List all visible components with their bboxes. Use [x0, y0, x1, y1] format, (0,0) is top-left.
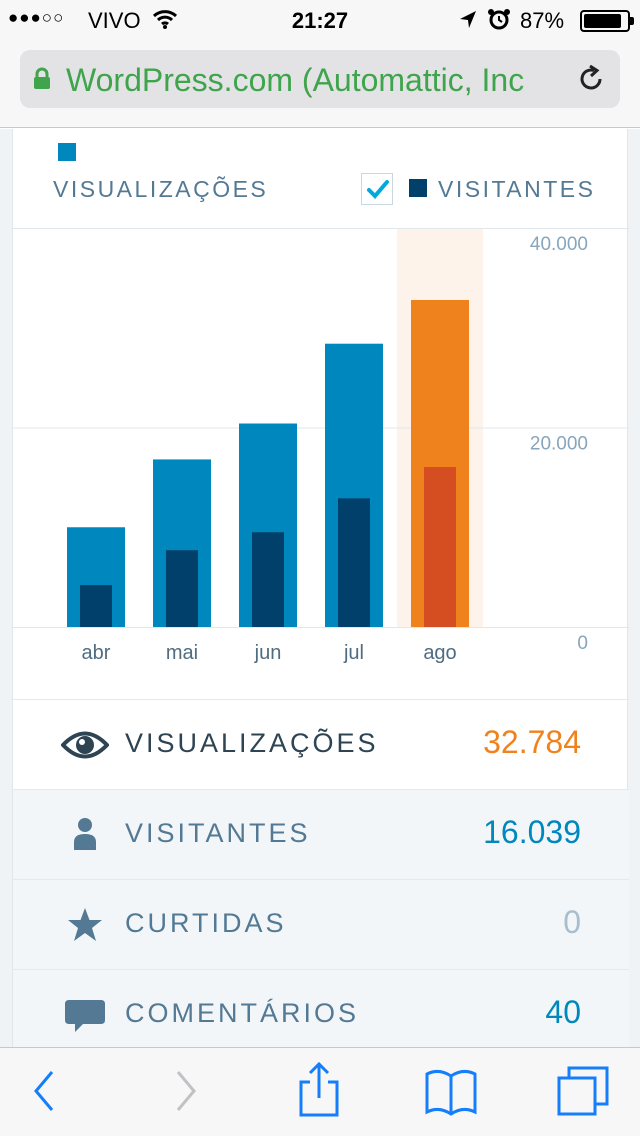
battery-icon [580, 10, 634, 32]
clock-time: 21:27 [291, 8, 349, 33]
stat-row-comments[interactable]: COMENTÁRIOS 40 [13, 969, 629, 1059]
battery-nub [630, 17, 634, 25]
bar-visitors-mai [166, 550, 198, 627]
location-arrow-icon [458, 9, 478, 37]
battery-level-fill [584, 14, 621, 28]
stat-label: CURTIDAS [125, 908, 287, 938]
x-tick-label: abr [82, 642, 111, 664]
stat-row-views[interactable]: VISUALIZAÇÕES 32.784 [13, 699, 629, 789]
bar-chart: abr mai jun jul ago 40.000 20.000 0 [13, 228, 629, 688]
stat-value: 0 [563, 904, 581, 940]
person-icon [61, 812, 109, 858]
bookmarks-icon[interactable] [424, 1068, 478, 1121]
x-tick-label: jun [254, 642, 282, 664]
url-fade [516, 50, 576, 108]
tabs-icon[interactable] [556, 1066, 610, 1121]
stat-row-visitors[interactable]: VISITANTES 16.039 [13, 789, 629, 879]
back-icon[interactable] [30, 1066, 60, 1121]
url-text[interactable]: WordPress.com (Automattic, Inc [66, 62, 525, 98]
comment-icon [61, 992, 109, 1038]
bar-chart-svg: abr mai jun jul ago 40.000 20.000 0 [13, 228, 629, 664]
browser-toolbar [0, 1047, 640, 1136]
x-tick-label: mai [166, 642, 198, 664]
x-tick-label: jul [343, 642, 364, 664]
wifi-icon [152, 8, 178, 36]
browser-address-area: WordPress.com (Automattic, Inc [0, 40, 640, 128]
x-tick-label: ago [423, 642, 456, 664]
bar-visitors-ago [424, 467, 456, 627]
y-tick-label: 40.000 [530, 234, 588, 255]
y-tick-label: 0 [577, 633, 588, 654]
alarm-clock-icon [487, 7, 511, 37]
stat-value: 32.784 [483, 724, 581, 760]
star-icon [61, 902, 109, 948]
share-icon[interactable] [298, 1061, 340, 1123]
reload-icon[interactable] [576, 64, 606, 99]
legend-views-swatch [58, 143, 76, 161]
stat-label: VISUALIZAÇÕES [125, 728, 379, 758]
stat-value: 16.039 [483, 814, 581, 850]
stat-value: 40 [545, 994, 581, 1030]
secure-lock-icon [32, 67, 52, 96]
battery-percentage: 87% [520, 8, 565, 33]
bar-visitors-jun [252, 532, 284, 627]
legend-visitors-swatch [409, 179, 427, 197]
stats-card: VISUALIZAÇÕES VISITANTES abr mai jun jul ago… [12, 129, 629, 1059]
legend-views-label[interactable]: VISUALIZAÇÕES [53, 176, 269, 202]
stat-row-likes[interactable]: CURTIDAS 0 [13, 879, 629, 969]
bar-visitors-abr [80, 585, 112, 627]
bar-visitors-jul [338, 498, 370, 627]
signal-strength: ●●●○○ [8, 8, 65, 27]
forward-icon[interactable] [170, 1066, 200, 1121]
stats-content: VISUALIZAÇÕES VISITANTES abr mai jun jul ago… [0, 129, 640, 1059]
stat-label: COMENTÁRIOS [125, 998, 360, 1028]
carrier-name: VIVO [88, 8, 141, 33]
y-tick-label: 20.000 [530, 434, 588, 455]
eye-icon [60, 722, 110, 768]
address-bar[interactable]: WordPress.com (Automattic, Inc [20, 50, 620, 108]
stat-label: VISITANTES [125, 818, 311, 848]
status-bar: ●●●○○ VIVO 21:27 87% [0, 0, 640, 40]
checkmark-icon [367, 180, 389, 199]
visitors-checkbox[interactable] [361, 173, 393, 205]
stats-list: VISUALIZAÇÕES 32.784 VISITANTES 16.039 [13, 699, 629, 1059]
legend-visitors-label[interactable]: VISITANTES [438, 176, 596, 202]
